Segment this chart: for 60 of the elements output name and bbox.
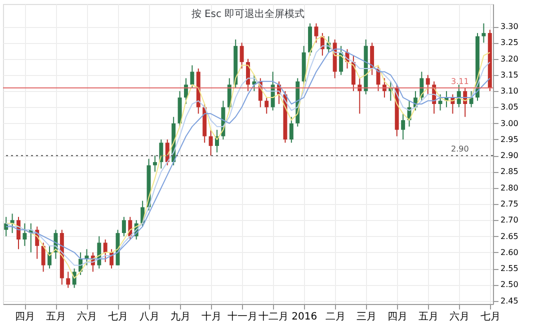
- y-tick-label: 2.50: [500, 280, 518, 290]
- candlestick: [190, 64, 194, 88]
- candlestick: [22, 222, 27, 246]
- candlestick: [351, 55, 356, 92]
- y-tick-label: 2.75: [500, 200, 518, 208]
- candlestick: [208, 129, 213, 156]
- candlestick: [264, 97, 269, 114]
- y-tick-label: 3.05: [500, 102, 518, 112]
- ref-line-label: 3.11: [451, 76, 469, 86]
- annotation: 按 Esc 即可退出全屏模式: [191, 8, 305, 20]
- candlestick: [240, 42, 244, 70]
- candlestick: [289, 116, 294, 144]
- candlestick: [426, 74, 430, 95]
- candlestick: [152, 155, 157, 172]
- y-tick-label: 2.60: [500, 248, 518, 257]
- x-tick-label: 六月: [77, 310, 98, 322]
- x-tick-label: 五月: [418, 312, 438, 322]
- candlestick: [482, 22, 486, 44]
- y-tick-label: 2.65: [500, 232, 518, 241]
- x-tick-label: 二月: [325, 312, 346, 322]
- x-tick-label: 七月: [108, 310, 128, 322]
- x-tick-label: 2016: [292, 312, 318, 322]
- candlestick: [10, 213, 14, 234]
- y-tick-label: 3.25: [500, 38, 518, 48]
- x-tick-label: 三月: [356, 312, 376, 322]
- y-tick-label: 2.45: [500, 296, 518, 306]
- x-tick-label: 十月: [201, 310, 222, 322]
- x-tick-label: 六月: [449, 310, 470, 322]
- candlestick: [469, 90, 474, 108]
- y-tick-label: 2.85: [500, 167, 518, 176]
- x-tick-label: 四月: [15, 312, 36, 322]
- candlestick: [103, 238, 108, 263]
- y-tick-label: 3.10: [500, 86, 518, 96]
- ref-line-label: 2.90: [451, 144, 469, 154]
- y-tick-label: 3.20: [500, 54, 518, 64]
- y-tick-label: 3.30: [500, 22, 518, 32]
- candlestick: [84, 248, 89, 266]
- y-tick-label: 2.55: [500, 264, 518, 274]
- y-tick-label: 2.90: [500, 151, 518, 160]
- x-tick-label: 九月: [170, 310, 190, 322]
- candlestick: [159, 138, 164, 170]
- y-tick-label: 3.00: [500, 118, 518, 128]
- candlestick: [122, 216, 126, 237]
- x-tick-label: 八月: [139, 312, 160, 322]
- candlestick: [401, 113, 406, 140]
- candlestick: [314, 22, 318, 44]
- x-tick-label: 五月: [46, 312, 66, 322]
- y-tick-label: 3.15: [500, 70, 518, 80]
- x-tick-label: 四月: [387, 312, 408, 322]
- candlestick: [66, 271, 70, 288]
- candlestick: [41, 242, 46, 272]
- candlestick: [97, 236, 102, 270]
- y-tick-label: 2.70: [500, 216, 518, 225]
- candlestick: [438, 94, 442, 111]
- y-tick-label: 2.95: [500, 134, 518, 144]
- y-tick-label: 2.80: [500, 183, 518, 192]
- x-tick-label: 十一月: [227, 310, 258, 322]
- x-tick-label: 七月: [480, 310, 500, 322]
- x-tick-label: 十二月: [258, 310, 288, 322]
- candlestick: [370, 42, 374, 76]
